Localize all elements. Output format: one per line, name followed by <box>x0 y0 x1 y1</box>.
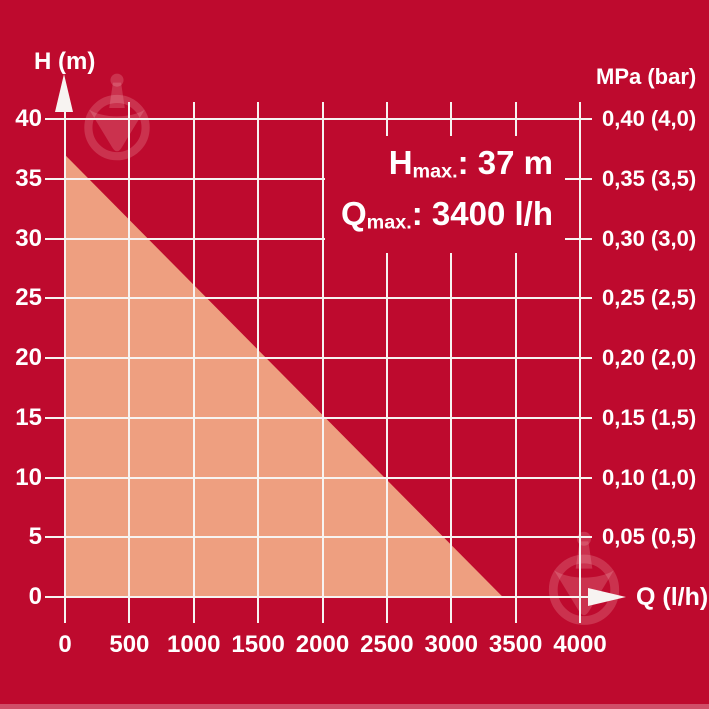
y-tick-label: 35 <box>15 164 42 192</box>
right-tick-label: 0,20 (2,0) <box>602 345 697 370</box>
x-axis-arrow-icon <box>588 588 626 606</box>
y-axis-arrow-icon <box>55 74 73 112</box>
v-gridline <box>450 102 453 623</box>
h-gridline <box>45 237 592 240</box>
y-tick-label: 15 <box>15 403 42 431</box>
y-tick-label: 40 <box>15 105 42 132</box>
right-axis-label: MPa (bar) <box>596 64 697 89</box>
x-tick-label: 1000 <box>167 631 221 658</box>
y-axis-label: H (m) <box>34 48 96 75</box>
x-tick-label: 0 <box>58 631 72 658</box>
right-tick-label: 0,30 (3,0) <box>602 225 697 251</box>
y-tick-label: 30 <box>15 224 42 252</box>
x-tick-label: 500 <box>109 631 150 658</box>
operating-area <box>65 154 503 597</box>
h-gridline <box>45 416 592 419</box>
bottom-edge-strip <box>0 704 709 709</box>
v-gridline <box>192 102 195 623</box>
x-axis-label: Q (l/h) <box>636 583 709 611</box>
x-tick-label: 4000 <box>553 631 607 658</box>
y-tick-label: 5 <box>28 523 42 551</box>
h-gridline <box>45 297 592 300</box>
x-tick-label: 2000 <box>295 631 350 658</box>
h-gridline <box>45 596 592 598</box>
h-gridline <box>45 177 592 180</box>
y-tick-label: 0 <box>28 583 42 610</box>
right-tick-label: 0,15 (1,5) <box>602 404 697 430</box>
right-tick-label: 0,05 (0,5) <box>602 524 697 550</box>
annotation-qmax: Qmax.: 3400 l/h <box>341 194 553 234</box>
v-gridline <box>128 102 131 623</box>
x-tick-label: 1500 <box>231 631 285 658</box>
v-gridline <box>257 102 260 623</box>
h-gridline <box>45 476 592 479</box>
h-gridline <box>45 536 592 539</box>
v-gridline <box>64 102 66 623</box>
max-values-annotation: Hmax.: 37 m Qmax.: 3400 l/h <box>325 136 565 254</box>
watermark-trowel-icon <box>84 73 150 161</box>
right-tick-label: 0,25 (2,5) <box>602 285 697 311</box>
right-tick-label: 0,10 (1,0) <box>602 464 697 490</box>
y-tick-label: 20 <box>15 344 42 371</box>
annotation-hmax: Hmax.: 37 m <box>388 144 553 183</box>
x-tick-label: 3000 <box>424 631 478 658</box>
v-gridline <box>514 102 517 623</box>
x-tick-label: 3500 <box>488 631 543 658</box>
x-tick-label: 2500 <box>360 631 414 658</box>
h-gridline <box>45 118 592 120</box>
y-tick-label: 10 <box>15 463 42 491</box>
v-gridline <box>385 102 388 623</box>
y-tick-label: 25 <box>15 284 42 312</box>
right-tick-label: 0,35 (3,5) <box>602 165 697 191</box>
h-gridline <box>45 357 592 359</box>
v-gridline <box>321 102 324 623</box>
right-tick-label: 0,40 (4,0) <box>602 106 697 131</box>
v-gridline <box>579 102 581 623</box>
